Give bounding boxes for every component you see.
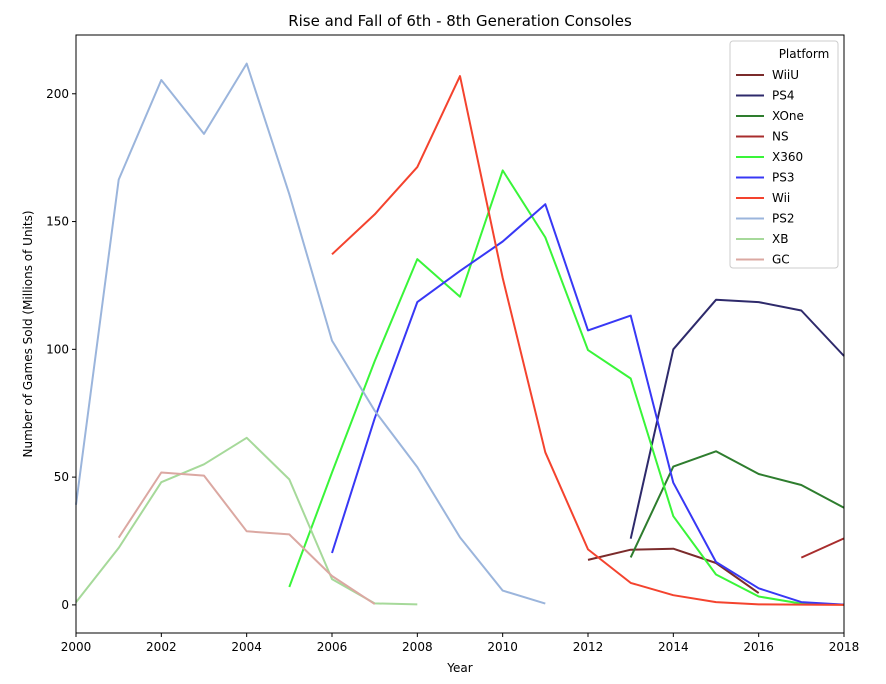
y-tick-label: 0 (61, 598, 69, 612)
plot-frame (75, 34, 845, 634)
legend-label-ps2: PS2 (772, 212, 795, 226)
series-line-gc (117, 471, 376, 605)
series-line-ps2 (75, 62, 546, 605)
legend-label-xone: XOne (772, 109, 804, 123)
series-line-xone (629, 450, 845, 558)
y-tick-label: 150 (46, 215, 69, 229)
legend: Platform WiiU PS4 XOne NS X360 PS3 Wii PS2 XB GC (729, 40, 839, 269)
series-line-ps3 (331, 203, 845, 606)
x-tick-label: 2016 (743, 640, 774, 654)
series-line-xb (75, 436, 418, 606)
x-tick-label: 2012 (573, 640, 604, 654)
x-tick-label: 2010 (487, 640, 518, 654)
y-tick-label: 200 (46, 87, 69, 101)
x-tick-label: 2014 (658, 640, 689, 654)
legend-title: Platform (779, 47, 830, 61)
legend-label-gc: GC (772, 253, 790, 267)
series-line-ps4 (629, 298, 845, 539)
x-tick-label: 2006 (317, 640, 348, 654)
series-line-wii (331, 75, 845, 606)
series-layer (75, 62, 845, 606)
legend-label-wiiu: WiiU (772, 68, 799, 82)
legend-label-ns: NS (772, 130, 789, 144)
legend-label-ps4: PS4 (772, 89, 795, 103)
x-tick-label: 2018 (829, 640, 860, 654)
x-tick-label: 2000 (61, 640, 92, 654)
y-tick-label: 50 (54, 470, 69, 484)
legend-label-x360: X360 (772, 150, 803, 164)
legend-box (729, 40, 839, 269)
chart-title: Rise and Fall of 6th - 8th Generation Co… (288, 12, 632, 30)
x-axis-label: Year (446, 661, 472, 675)
x-tick-label: 2002 (146, 640, 177, 654)
x-tick-label: 2004 (231, 640, 262, 654)
axis-layer: 2000 2002 2004 2006 2008 2010 2012 2014 2016 2018… (46, 87, 859, 654)
legend-label-ps3: PS3 (772, 171, 795, 185)
y-tick-label: 100 (46, 342, 69, 356)
y-axis-label: Number of Games Sold (Millions of Units) (21, 210, 35, 457)
series-line-x360 (288, 169, 845, 606)
x-tick-label: 2008 (402, 640, 433, 654)
legend-label-xb: XB (772, 232, 788, 246)
series-line-wiiu (587, 547, 760, 594)
series-line-ns (800, 537, 845, 559)
legend-label-wii: Wii (772, 191, 790, 205)
